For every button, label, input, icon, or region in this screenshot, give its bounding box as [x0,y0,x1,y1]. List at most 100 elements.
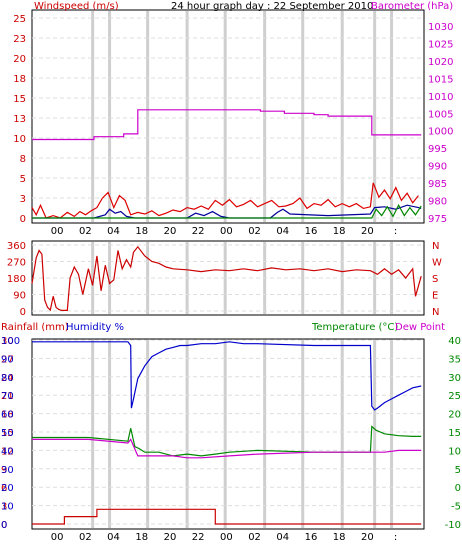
humidity-axis-label: Humidity % [66,322,124,333]
windspeed-tick-9: 23 [13,34,26,45]
temperature-tick-2: 0 [455,483,461,494]
temperature-tick-10: 40 [448,336,461,347]
temperature-tick-1: -5 [451,502,461,513]
barometer-tick-9: 1020 [428,57,453,68]
wind-xtick-4: 20 [164,226,177,237]
direction-tick-4: 360 [7,241,26,252]
compass-tick-3: W [432,258,442,269]
windspeed-tick-10: 25 [13,14,26,25]
direction-tick-1: 90 [13,291,26,302]
temperature-tick-6: 20 [448,410,461,421]
rainfall-tick-7: 21 [1,391,14,402]
wind-xtick-12: : [394,226,397,237]
rain-xtick-12: : [394,532,397,543]
rain-xtick-9: 16 [305,532,318,543]
humidity-tick-7: 70 [1,391,14,402]
humidity-tick-4: 40 [1,446,14,457]
wind-xtick-0: 00 [51,226,64,237]
windspeed-tick-3: 8 [20,154,26,165]
rain-xtick-1: 02 [79,532,92,543]
barometer-tick-1: 980 [428,197,447,208]
barometer-axis-label: Barometer (hPa) [371,1,453,12]
wind-xtick-7: 02 [248,226,261,237]
barometer-tick-2: 985 [428,179,447,190]
wind-xtick-5: 22 [192,226,205,237]
rain-xtick-8: 04 [276,532,289,543]
temperature-tick-5: 15 [448,428,461,439]
barometer-tick-11: 1030 [428,22,453,33]
barometer-tick-3: 990 [428,162,447,173]
rainfall-tick-10: 30 [1,336,14,347]
rain-xtick-7: 02 [248,532,261,543]
compass-tick-0: N [432,307,439,318]
wind-xtick-9: 16 [305,226,318,237]
rain-xtick-11: 20 [361,532,374,543]
humidity-tick-8: 80 [1,373,14,384]
barometer-line [32,109,422,141]
humidity-tick-2: 20 [1,483,14,494]
windspeed-tick-2: 5 [20,174,26,185]
rain-panel-frame [31,338,425,530]
barometer-tick-8: 1015 [428,74,453,85]
humidity-tick-6: 60 [1,410,14,421]
temperature-line [32,425,422,457]
rainfall-tick-0: 0 [1,520,7,531]
rain-xtick-6: 00 [220,532,233,543]
humidity-tick-5: 50 [1,428,14,439]
rainfall-tick-9: 27 [1,354,14,365]
humidity-tick-9: 90 [1,354,14,365]
humidity-line [32,341,422,411]
direction-tick-3: 270 [7,258,26,269]
temperature-tick-4: 10 [448,446,461,457]
direction-tick-2: 180 [7,274,26,285]
wind-gust-line [31,182,419,219]
wind-direction-line [31,245,422,312]
barometer-tick-5: 1000 [428,127,453,138]
rainfall-tick-2: 6 [1,483,7,494]
temperature-tick-0: -10 [445,520,461,531]
chart-title: 24 hour graph day : 22 September 2010 [171,1,373,12]
compass-tick-2: S [432,274,438,285]
rainfall-axis-label: Rainfall (mm) [1,322,69,333]
dewpoint-line [32,438,422,459]
wind-xtick-6: 00 [220,226,233,237]
windspeed-tick-6: 15 [13,94,26,105]
rain-xtick-0: 00 [51,532,64,543]
rainfall-tick-8: 24 [1,373,14,384]
rain-xtick-4: 20 [164,532,177,543]
wind-xtick-8: 04 [276,226,289,237]
wind-average-line [32,204,422,219]
compass-tick-1: E [432,291,438,302]
humidity-tick-0: 0 [1,520,7,531]
rainfall-tick-5: 15 [1,428,14,439]
barometer-tick-0: 975 [428,214,447,225]
humidity-tick-3: 30 [1,465,14,476]
rain-xtick-3: 18 [135,532,148,543]
barometer-tick-7: 1010 [428,92,453,103]
rain-xtick-5: 22 [192,532,205,543]
windspeed-tick-0: 0 [20,214,26,225]
barometer-tick-6: 1005 [428,109,453,120]
rainfall-line [32,508,422,525]
windspeed-tick-8: 20 [13,54,26,65]
rainfall-tick-6: 18 [1,410,14,421]
temperature-tick-8: 30 [448,373,461,384]
dewpoint-axis-label: Dew Point [395,322,445,333]
direction-tick-0: 0 [20,307,26,318]
wind-xtick-10: 18 [333,226,346,237]
humidity-tick-10: 100 [1,336,20,347]
wind-xtick-1: 02 [79,226,92,237]
wind-calm-line [32,203,422,219]
compass-tick-4: N [432,241,439,252]
rain-xtick-10: 18 [333,532,346,543]
rainfall-tick-4: 12 [1,446,14,457]
barometer-tick-10: 1025 [428,39,453,50]
windspeed-axis-label: Windspeed (m/s) [34,1,119,12]
wind-xtick-2: 04 [107,226,120,237]
rain-xtick-2: 04 [107,532,120,543]
temperature-axis-label: Temperature (°C) [311,322,398,333]
temperature-tick-7: 25 [448,391,461,402]
rainfall-tick-1: 3 [1,502,7,513]
